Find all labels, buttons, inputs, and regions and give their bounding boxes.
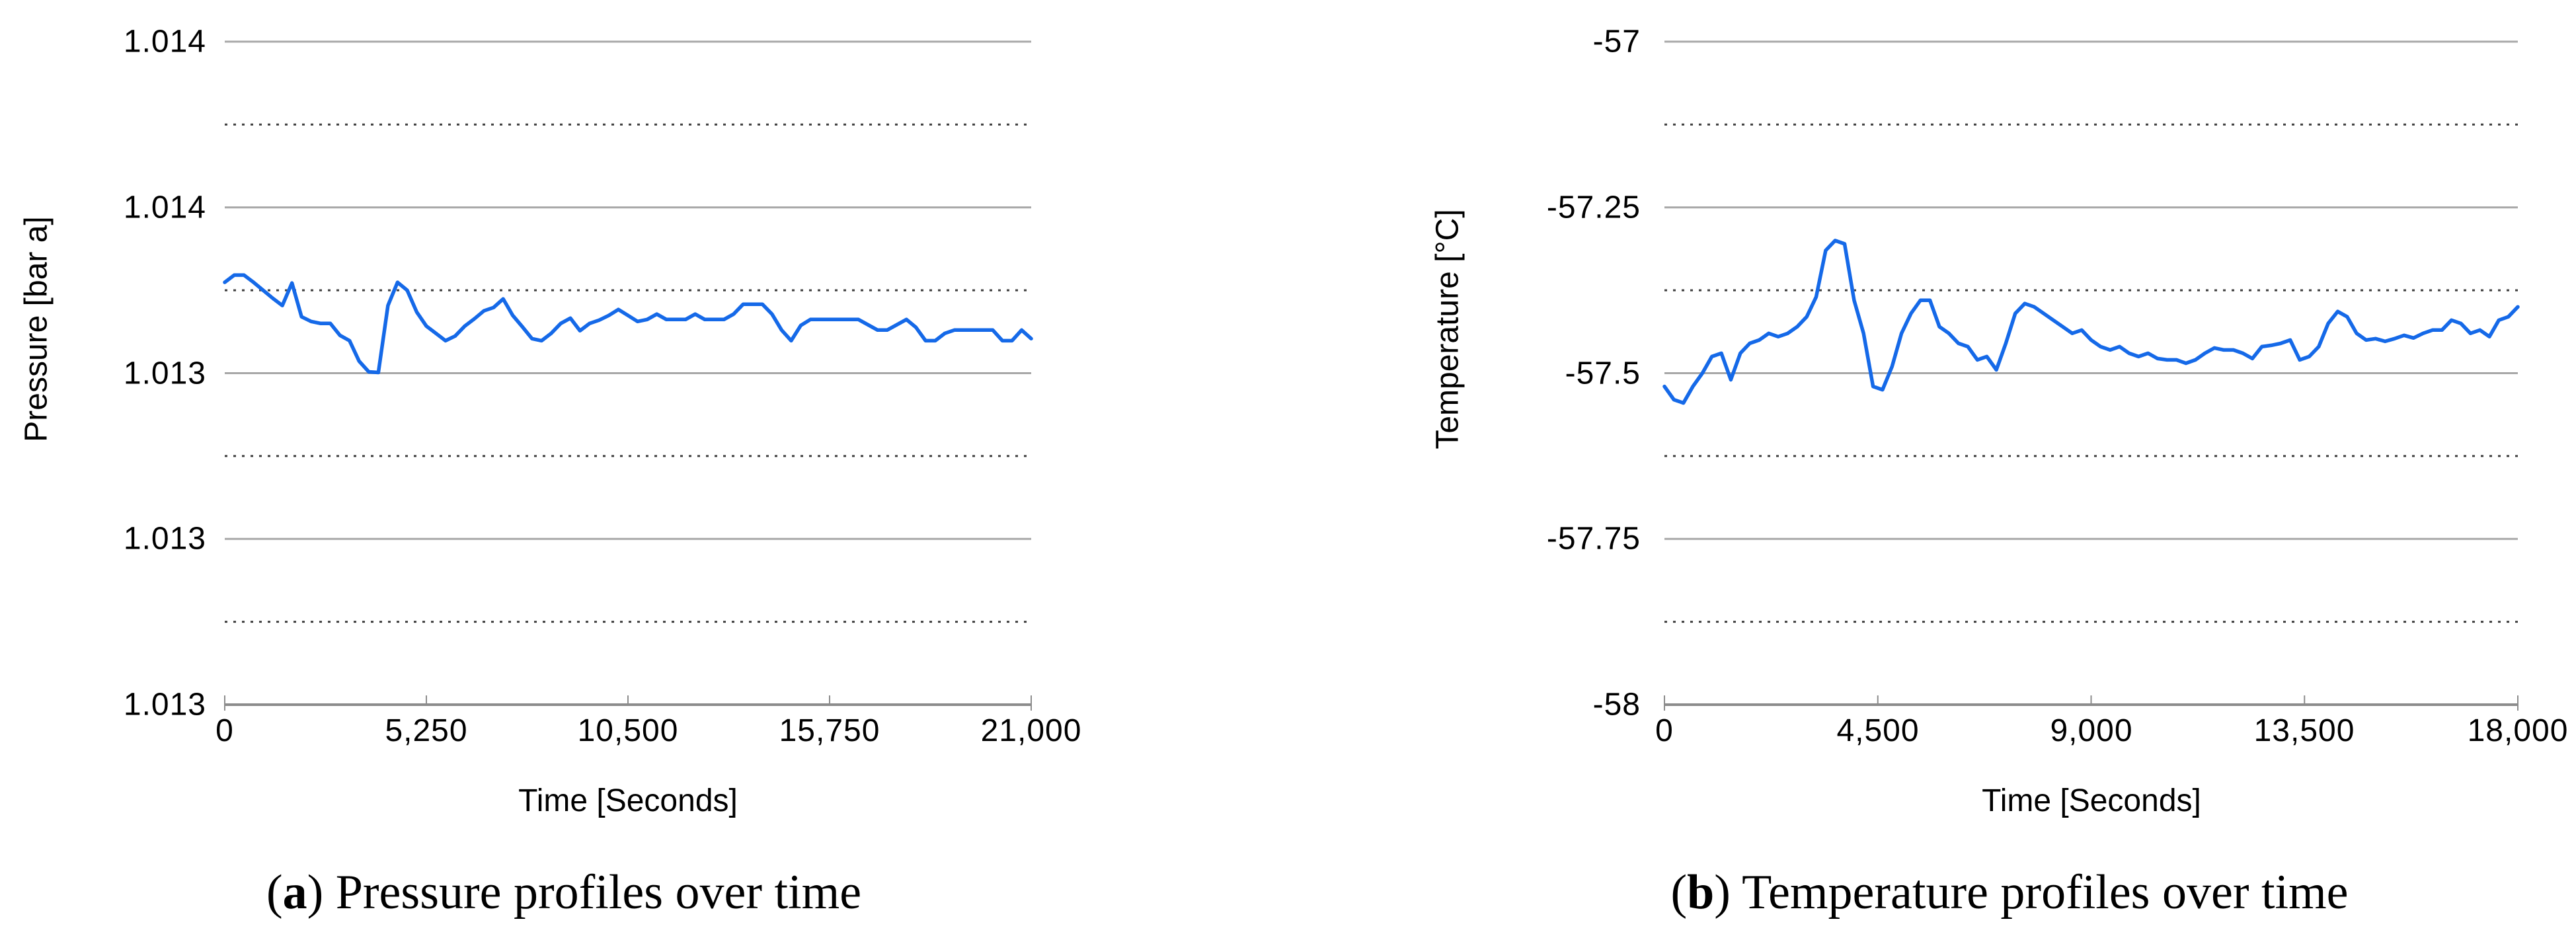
pressure-series-line — [223, 273, 1033, 375]
pressure-y-axis-title: Pressure [bar a] — [19, 216, 54, 442]
pressure-x-tick-label: 15,750 — [779, 713, 880, 748]
temperature-y-tick-label: -58 — [1592, 687, 1641, 723]
temperature-y-tick-label: -57.25 — [1546, 190, 1641, 225]
pressure-x-tick-label: 0 — [215, 713, 234, 748]
temperature-y-axis-title: Temperature [°C] — [1430, 209, 1465, 450]
temperature-x-tick-label: 9,000 — [2050, 713, 2133, 748]
caption-paren-open: ( — [266, 865, 283, 920]
temperature-x-axis-title: Time [Seconds] — [1982, 783, 2201, 818]
pressure-x-tick-label: 21,000 — [980, 713, 1082, 748]
pressure-y-tick-label: 1.013 — [123, 521, 206, 557]
caption-text: Pressure profiles over time — [323, 865, 862, 920]
temperature-y-tick-label: -57.75 — [1546, 521, 1641, 557]
pressure-x-axis-title: Time [Seconds] — [518, 783, 738, 818]
temperature-y-tick-label: -57 — [1592, 24, 1641, 59]
caption-letter: a — [282, 865, 307, 920]
temperature-series-line — [1662, 239, 2520, 405]
caption-letter: b — [1687, 865, 1715, 920]
caption-text: Temperature profiles over time — [1730, 865, 2349, 920]
pressure-y-tick-label: 1.014 — [123, 24, 206, 59]
pressure-y-tick-label: 1.013 — [123, 687, 206, 723]
panel-caption-b: (b) Temperature profiles over time — [1348, 865, 2576, 921]
temperature-x-tick-label: 0 — [1655, 713, 1674, 748]
temperature-y-tick-label: -57.5 — [1565, 356, 1641, 391]
temperature-x-tick-label: 13,500 — [2253, 713, 2355, 748]
temperature-x-tick-label: 4,500 — [1836, 713, 1920, 748]
panel-caption-a: (a) Pressure profiles over time — [0, 865, 1225, 921]
pressure-y-tick-label: 1.014 — [123, 190, 206, 225]
caption-paren-close: ) — [307, 865, 324, 920]
pressure-x-tick-label: 5,250 — [385, 713, 468, 748]
temperature-x-tick-label: 18,000 — [2467, 713, 2569, 748]
caption-paren-open: ( — [1670, 865, 1688, 920]
pressure-y-tick-label: 1.013 — [123, 356, 206, 391]
pressure-x-tick-label: 10,500 — [577, 713, 679, 748]
caption-paren-close: ) — [1714, 865, 1731, 920]
